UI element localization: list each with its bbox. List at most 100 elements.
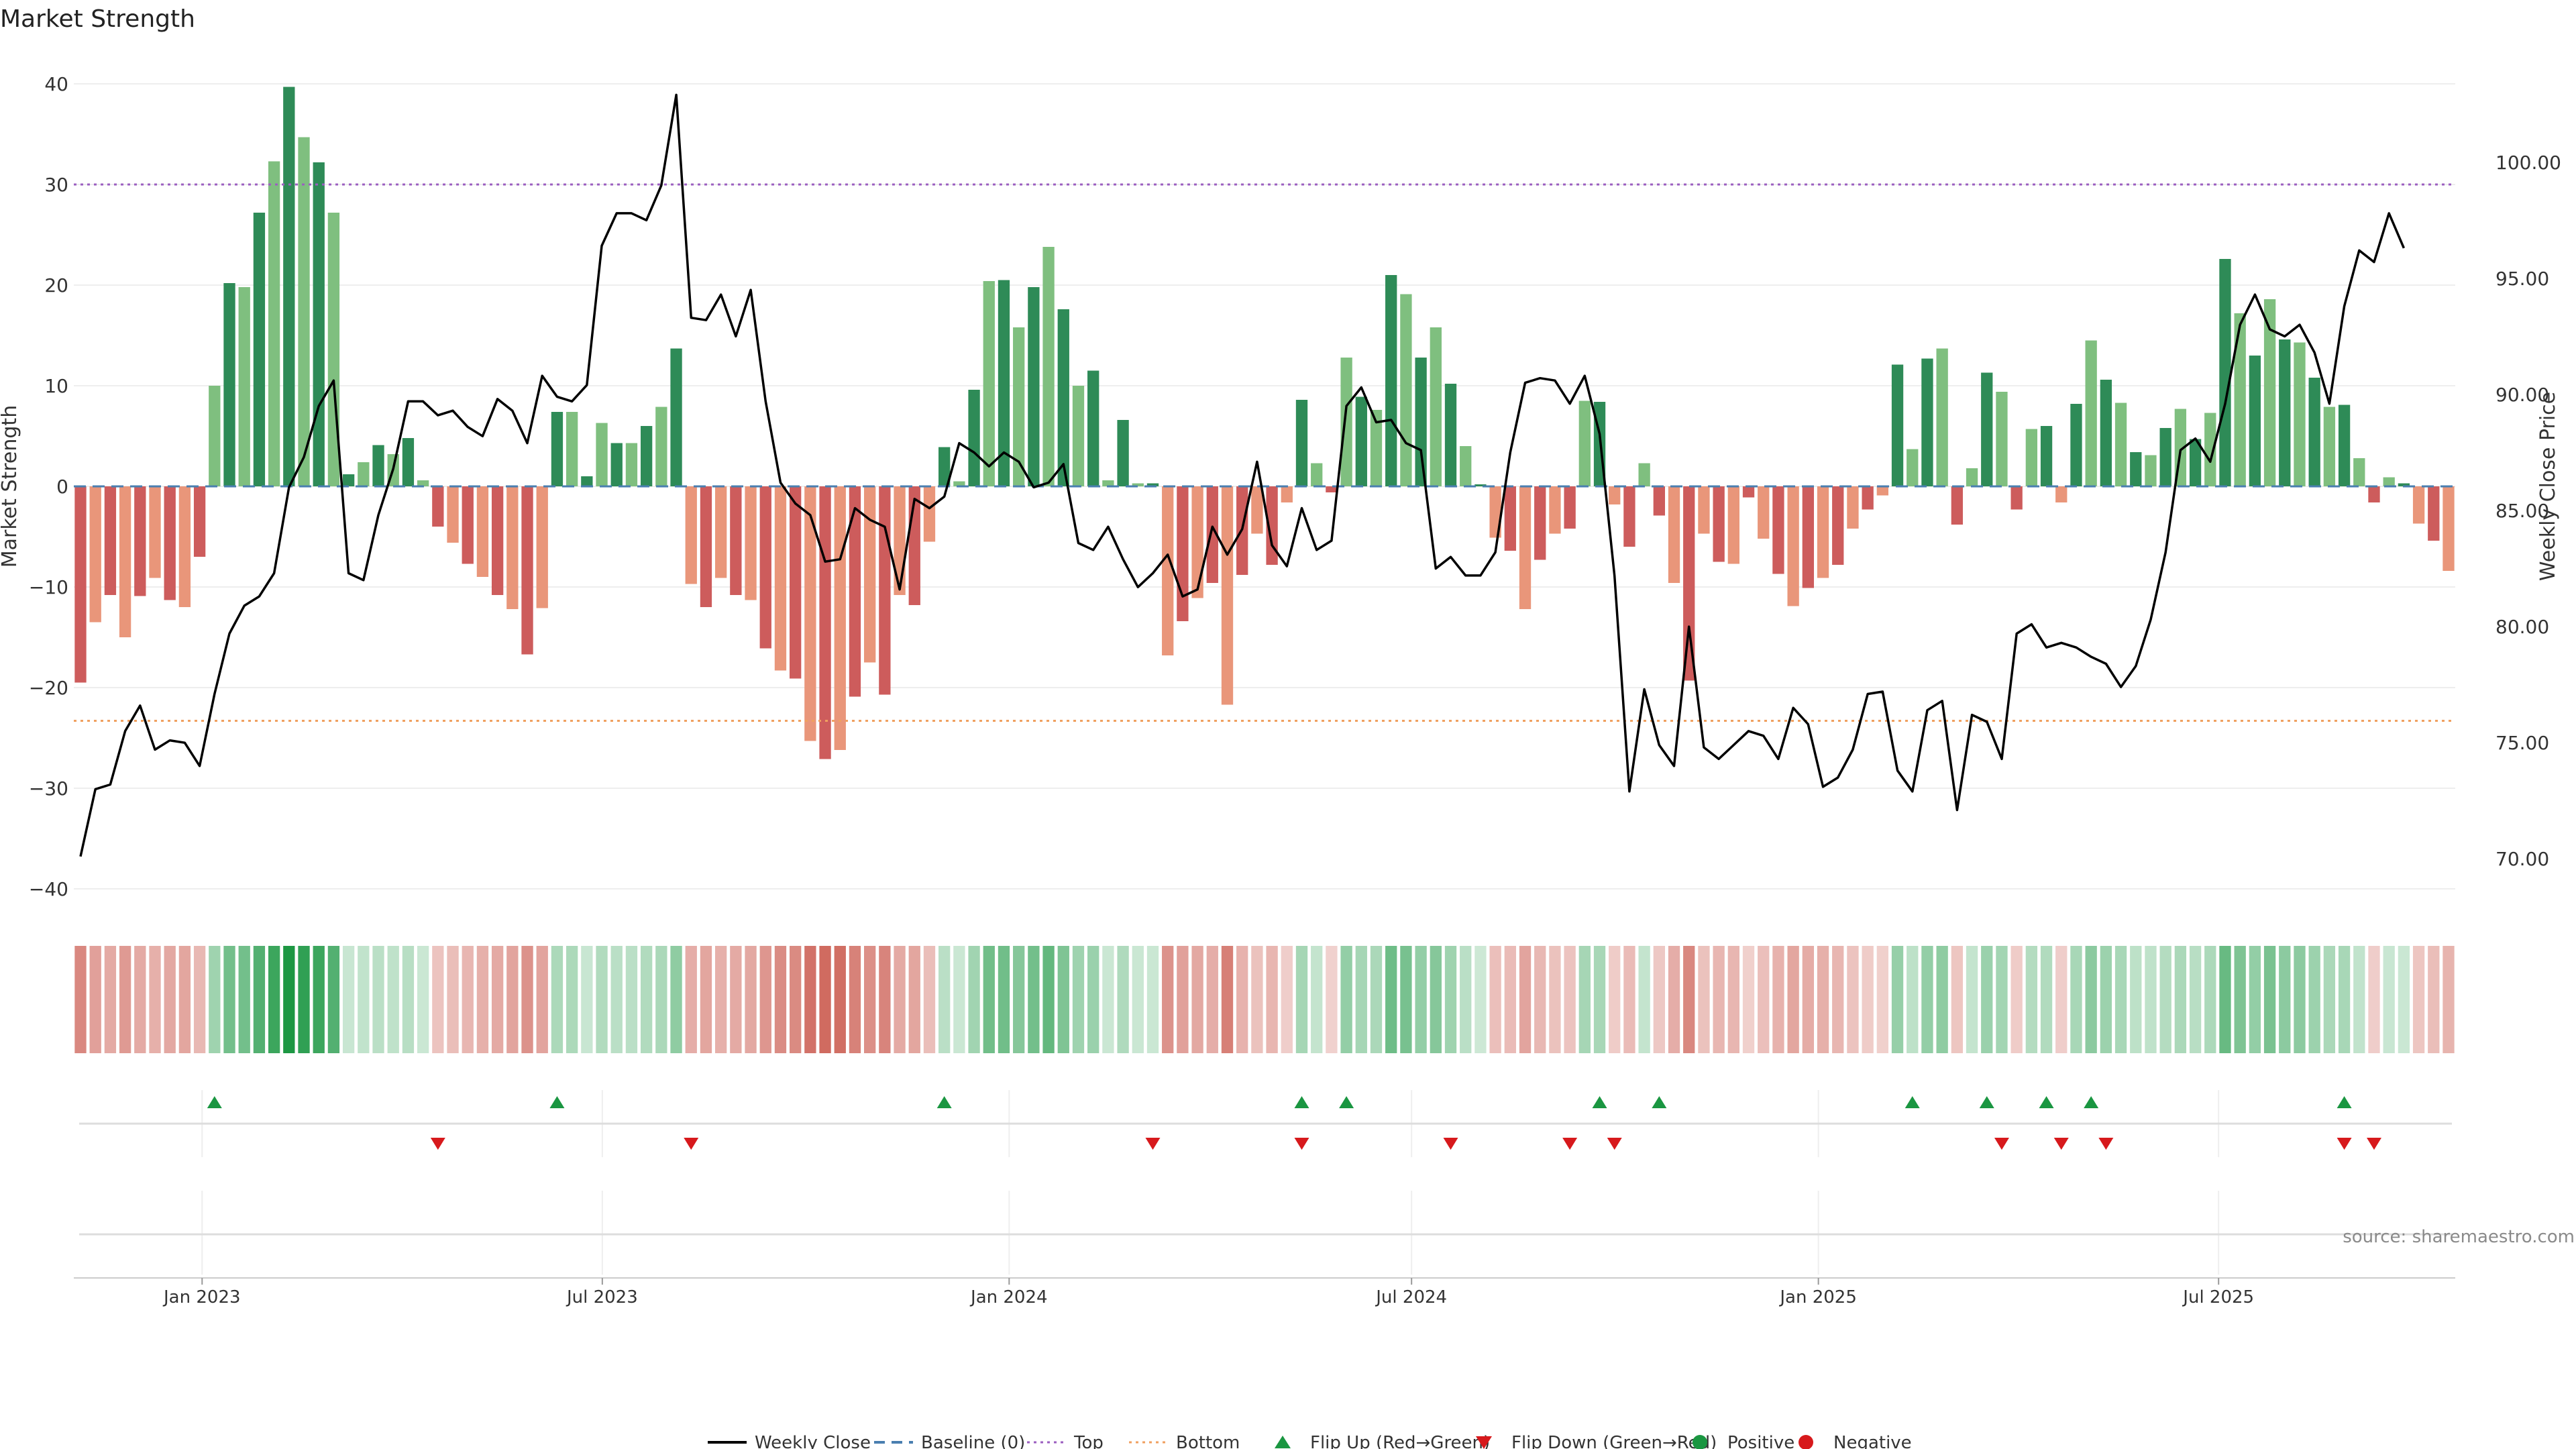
heatmap-cell [387,946,399,1053]
strength-bar [372,445,384,486]
heatmap-cell [209,946,221,1053]
legend-positive-swatch [1693,1435,1707,1449]
heatmap-cell [1802,946,1815,1053]
strength-bar [1534,486,1546,560]
heatmap-cell [1117,946,1129,1053]
heatmap-cell [1355,946,1367,1053]
strength-bar [268,161,280,486]
x-tick-label: Jan 2024 [969,1287,1048,1307]
heatmap-cell [74,946,87,1053]
strength-bar [759,486,771,649]
strength-bar [1921,358,1933,486]
strength-bar [1177,486,1189,621]
strength-bar [1206,486,1218,583]
heatmap-cell [2323,946,2336,1053]
strength-bar [1146,483,1159,486]
legend-label: Negative [1833,1433,1912,1449]
strength-bar [2055,486,2068,502]
flip-up-marker [207,1096,222,1108]
flip-down-marker [1145,1138,1161,1150]
strength-bar [1787,486,1799,606]
heatmap-cell [402,946,415,1053]
strength-bar [1907,449,1919,486]
strength-bar [2025,429,2038,486]
strength-bar [536,486,548,608]
heatmap-cell [2204,946,2216,1053]
heatmap-cell [1936,946,1948,1053]
strength-bar [1713,486,1725,562]
heatmap-cell [119,946,131,1053]
strength-bar [2159,428,2171,486]
heatmap-cell [581,946,593,1053]
strength-bar [655,407,667,486]
legend-label: Weekly Close [755,1433,871,1449]
flip-down-marker [430,1138,445,1150]
strength-bar [819,486,831,759]
heatmap-cell [491,946,504,1053]
heatmap-cell [462,946,474,1053]
strength-bar [834,486,846,750]
strength-bar [432,486,444,527]
heatmap-cell [1713,946,1725,1053]
strength-bar [596,423,608,486]
heatmap-cell [1519,946,1532,1053]
strength-bar [610,443,623,486]
weekly-close-line [79,93,2406,857]
heatmap-cell [1742,946,1755,1053]
heatmap-cell [864,946,876,1053]
strength-bar [209,386,221,486]
strength-bar [491,486,504,595]
y2-tick-label: 100.00 [2496,152,2561,174]
strength-bar [402,438,415,486]
heatmap-cell [1132,946,1144,1053]
x-tick-label: Jul 2024 [1375,1287,1447,1307]
strength-bar [2204,413,2216,486]
legend-label: Flip Up (Red→Green) [1310,1433,1490,1449]
strength-bar [804,486,816,741]
strength-bar [2100,380,2112,486]
strength-bar [1266,486,1278,565]
heatmap-cell [1981,946,1993,1053]
strength-bar [1474,484,1487,486]
heatmap-cell [178,946,191,1053]
flip-up-marker [1339,1096,1354,1108]
flip-up-marker [1652,1096,1667,1108]
heatmap-cell [2308,946,2320,1053]
heatmap-cell [2279,946,2291,1053]
flip-up-marker [549,1096,565,1108]
y2-tick-label: 95.00 [2496,268,2549,290]
heatmap-cell [1311,946,1323,1053]
heatmap-cell [1698,946,1710,1053]
heatmap-cell [1266,946,1278,1053]
y2-tick-label: 75.00 [2496,732,2549,754]
strength-bar [1623,486,1635,547]
heatmap-cell [1146,946,1159,1053]
flip-down-marker [2337,1138,2352,1150]
heatmap-cell [983,946,995,1053]
y2-tick-label: 70.00 [2496,848,2549,870]
strength-bar [2219,259,2231,486]
heatmap-cell [253,946,266,1053]
heatmap-cell [894,946,906,1053]
x-tick-label: Jan 2023 [162,1287,241,1307]
heatmap-cell [417,946,429,1053]
strength-bar [2070,404,2082,486]
heatmap-cell [1340,946,1352,1053]
flip-down-marker [1607,1138,1622,1150]
flip-down-marker [1443,1138,1458,1150]
heatmap-cell [804,946,816,1053]
strength-bar [417,480,429,486]
heatmap-cell [1444,946,1457,1053]
heatmap-cell [149,946,161,1053]
strength-bar [1772,486,1784,574]
heatmap-cell [268,946,280,1053]
strength-bar [685,486,697,584]
heatmap-cell [506,946,519,1053]
heatmap-cell [1072,946,1085,1053]
strength-bar [864,486,876,663]
heatmap-cell [1489,946,1501,1053]
strength-bar [1326,486,1338,492]
strength-bar [2114,402,2127,486]
strength-bar [193,486,206,557]
strength-bar [998,280,1010,486]
